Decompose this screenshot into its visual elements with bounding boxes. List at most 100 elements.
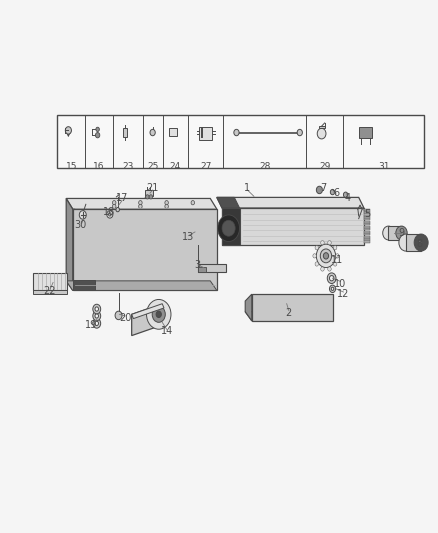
Bar (364, 216, 370, 218)
Bar (318, 126, 325, 128)
Circle shape (95, 321, 99, 326)
Circle shape (343, 192, 348, 197)
Circle shape (336, 254, 339, 258)
Polygon shape (33, 273, 67, 290)
Polygon shape (217, 197, 364, 208)
Circle shape (329, 285, 336, 293)
Bar (199, 127, 212, 140)
Circle shape (234, 130, 239, 136)
Polygon shape (66, 198, 217, 209)
Text: 7: 7 (320, 183, 326, 193)
Bar (364, 238, 370, 240)
Polygon shape (33, 290, 67, 294)
Circle shape (96, 127, 99, 132)
Circle shape (149, 195, 152, 199)
Polygon shape (66, 198, 73, 290)
Text: 1: 1 (244, 183, 251, 193)
Circle shape (139, 204, 142, 208)
Polygon shape (73, 280, 95, 290)
Polygon shape (66, 281, 217, 290)
Text: 20: 20 (119, 313, 131, 323)
Text: 18: 18 (103, 207, 115, 217)
Text: 10: 10 (334, 279, 346, 288)
Polygon shape (245, 312, 332, 321)
Bar (364, 228, 370, 230)
Polygon shape (132, 304, 162, 336)
Circle shape (328, 240, 331, 245)
Circle shape (323, 253, 328, 259)
Text: 27: 27 (200, 161, 212, 171)
Text: 5: 5 (364, 209, 371, 220)
Circle shape (165, 204, 168, 208)
Circle shape (315, 246, 318, 250)
Text: 31: 31 (378, 161, 390, 171)
Circle shape (333, 262, 337, 266)
Bar (364, 236, 370, 238)
Circle shape (65, 127, 71, 134)
Bar (364, 226, 370, 228)
Text: 30: 30 (74, 220, 86, 230)
Text: 28: 28 (259, 161, 271, 171)
Bar (123, 128, 127, 138)
Circle shape (115, 311, 122, 320)
Circle shape (414, 234, 428, 251)
Bar (364, 233, 370, 235)
Text: 13: 13 (182, 232, 194, 243)
Circle shape (218, 215, 240, 241)
Polygon shape (217, 197, 240, 208)
Text: 17: 17 (116, 193, 128, 204)
Text: 24: 24 (170, 161, 181, 171)
Bar (406, 234, 421, 251)
Circle shape (116, 207, 120, 212)
Polygon shape (252, 294, 332, 321)
Circle shape (333, 246, 337, 250)
Circle shape (139, 200, 142, 205)
Text: 2: 2 (286, 308, 292, 318)
Circle shape (329, 276, 334, 281)
Bar (364, 208, 370, 211)
Text: 21: 21 (146, 183, 159, 193)
Circle shape (327, 273, 336, 284)
Text: 3: 3 (194, 260, 200, 270)
Circle shape (191, 200, 194, 205)
Circle shape (297, 130, 302, 136)
Polygon shape (73, 209, 217, 290)
Circle shape (113, 204, 116, 208)
Circle shape (321, 267, 324, 271)
Circle shape (150, 130, 155, 136)
Text: 23: 23 (123, 161, 134, 171)
Polygon shape (132, 304, 164, 319)
Bar (364, 223, 370, 225)
Circle shape (313, 254, 316, 258)
Circle shape (93, 319, 101, 328)
Bar (359, 127, 372, 138)
Text: 4: 4 (345, 193, 351, 204)
Text: 11: 11 (331, 255, 343, 264)
Circle shape (321, 240, 324, 245)
Circle shape (165, 200, 168, 205)
Circle shape (95, 133, 100, 138)
Text: 19: 19 (85, 320, 98, 330)
Bar (364, 231, 370, 233)
Circle shape (383, 226, 394, 240)
Bar (57, 115, 424, 168)
Circle shape (146, 195, 149, 199)
Bar (169, 128, 177, 136)
Text: 16: 16 (93, 161, 105, 171)
Polygon shape (198, 264, 226, 272)
Circle shape (396, 226, 407, 240)
Circle shape (95, 307, 99, 311)
Circle shape (109, 213, 111, 216)
Circle shape (107, 211, 113, 218)
Text: 8: 8 (417, 239, 423, 248)
Text: 22: 22 (43, 286, 56, 296)
Circle shape (330, 189, 335, 195)
Circle shape (93, 304, 101, 314)
Bar (145, 190, 152, 196)
Circle shape (331, 287, 334, 290)
Bar (364, 211, 370, 213)
Bar (364, 221, 370, 223)
Circle shape (328, 267, 331, 271)
Text: 6: 6 (333, 188, 339, 198)
Circle shape (316, 244, 336, 268)
